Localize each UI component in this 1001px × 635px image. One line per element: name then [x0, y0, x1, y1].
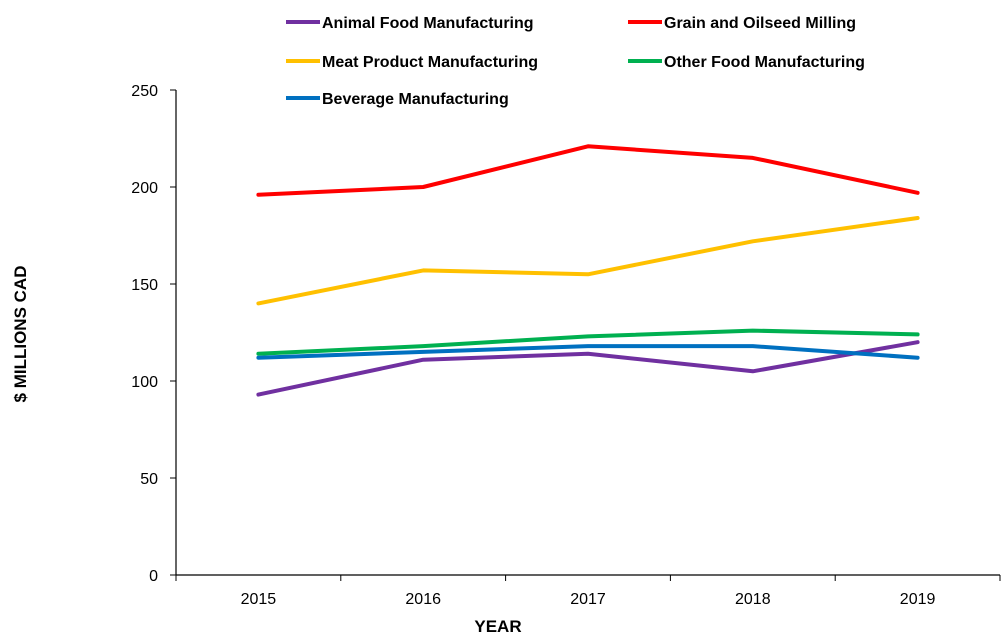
y-tick-label: 50 [140, 471, 158, 488]
y-tick-label: 100 [131, 374, 158, 391]
legend-item: Grain and Oilseed Milling [628, 15, 856, 32]
y-tick-label: 250 [131, 83, 158, 100]
legend-item: Animal Food Manufacturing [286, 15, 534, 32]
legend: Animal Food Manufacturing Grain and Oilse… [286, 15, 865, 108]
legend-item: Meat Product Manufacturing [286, 54, 538, 71]
legend-item: Beverage Manufacturing [286, 91, 509, 108]
legend-label: Beverage Manufacturing [322, 91, 509, 108]
legend-label: Grain and Oilseed Milling [664, 15, 856, 32]
series-line-1 [256, 144, 920, 197]
legend-label: Animal Food Manufacturing [322, 15, 534, 32]
y-tick-label: 150 [131, 277, 158, 294]
y-tick-label: 200 [131, 180, 158, 197]
legend-label: Other Food Manufacturing [664, 54, 865, 71]
x-axis-title: YEAR [474, 617, 521, 635]
x-tick-label: 2017 [570, 591, 606, 608]
legend-item: Other Food Manufacturing [628, 54, 865, 71]
y-tick-label: 0 [149, 568, 158, 585]
x-axis-ticks: 2015 2016 2017 2018 2019 [175, 575, 1001, 608]
y-axis-ticks: 0 50 100 150 200 250 [131, 83, 176, 585]
x-tick-label: 2018 [735, 591, 771, 608]
legend-label: Meat Product Manufacturing [322, 54, 538, 71]
x-tick-label: 2019 [900, 591, 936, 608]
y-axis-title: $ MILLIONS CAD [11, 266, 30, 403]
x-tick-label: 2016 [405, 591, 441, 608]
series-lines [256, 144, 920, 397]
series-line-2 [256, 216, 920, 306]
x-tick-label: 2015 [241, 591, 277, 608]
